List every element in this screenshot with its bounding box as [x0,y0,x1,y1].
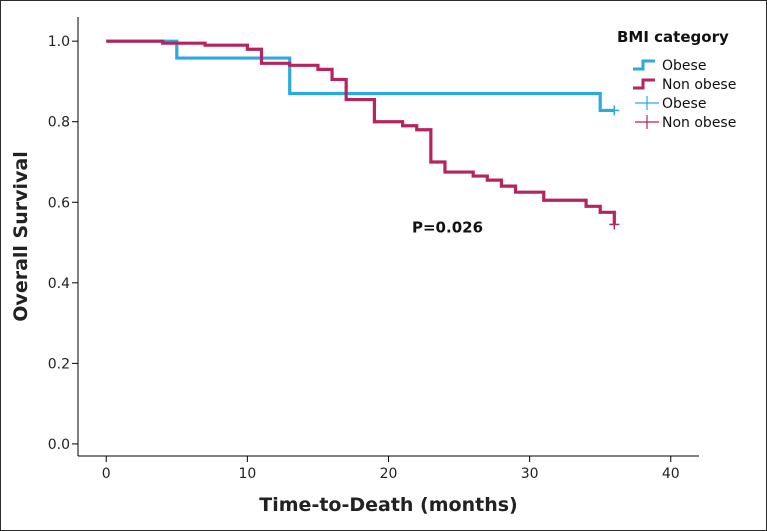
legend-title: BMI category [617,28,729,46]
y-tick-label: 0.2 [48,356,70,372]
censor-mark [609,105,620,116]
legend-entry: Obese [633,58,706,74]
legend-censor-swatch [635,115,659,129]
censor-mark [609,219,620,230]
y-tick-label: 0.0 [48,437,70,453]
legend-censor-swatch [635,96,659,110]
survival-curves [106,39,616,225]
y-axis-title: Overall Survival [10,151,32,321]
legend-label: Obese [662,96,706,112]
legend-line-swatch [633,78,655,90]
y-tick-label: 1.0 [48,34,70,50]
x-axis-title: Time-to-Death (months) [259,494,517,516]
legend-entry: Obese [635,96,706,112]
legend-label: Non obese [662,77,736,93]
y-tick-label: 0.8 [48,115,70,131]
y-tick-label: 0.6 [48,195,70,211]
censor-marks [609,105,620,230]
legend-entry: Non obese [633,77,736,93]
x-tick-label: 20 [380,466,398,482]
legend-line-swatch [633,59,655,71]
y-tick-label: 0.4 [48,276,70,292]
axes [77,17,699,457]
legend-entry: Non obese [635,115,736,131]
legend-label: Obese [662,58,706,74]
x-tick-label: 10 [238,466,256,482]
legend-entries: Obese Non obese Obese Non obese [633,58,736,131]
p-value-annotation: P=0.026 [412,218,483,236]
x-ticks: 0 10 20 30 40 [102,456,680,482]
legend-label: Non obese [662,115,736,131]
x-tick-label: 30 [521,466,539,482]
x-tick-label: 40 [662,466,680,482]
y-ticks: 0.0 0.2 0.4 0.6 0.8 1.0 [48,34,78,453]
x-tick-label: 0 [102,466,111,482]
legend: BMI category Obese Non obese Obese Non obes… [617,28,736,131]
survival-curve-non-obese [106,39,616,225]
